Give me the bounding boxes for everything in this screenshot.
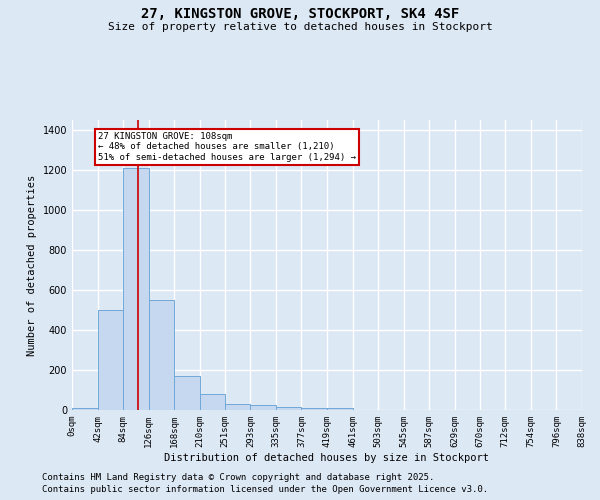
Bar [225, 404, 250, 410]
Bar [250, 405, 276, 410]
Y-axis label: Number of detached properties: Number of detached properties [27, 174, 37, 356]
Bar [174, 376, 200, 410]
Bar [276, 407, 301, 410]
Bar [98, 310, 123, 410]
Text: 27, KINGSTON GROVE, STOCKPORT, SK4 4SF: 27, KINGSTON GROVE, STOCKPORT, SK4 4SF [141, 8, 459, 22]
Bar [149, 300, 174, 410]
Text: 27 KINGSTON GROVE: 108sqm
← 48% of detached houses are smaller (1,210)
51% of se: 27 KINGSTON GROVE: 108sqm ← 48% of detac… [98, 132, 356, 162]
Bar [72, 408, 98, 410]
Text: Contains public sector information licensed under the Open Government Licence v3: Contains public sector information licen… [42, 485, 488, 494]
Bar [123, 168, 149, 410]
Text: Contains HM Land Registry data © Crown copyright and database right 2025.: Contains HM Land Registry data © Crown c… [42, 472, 434, 482]
Bar [327, 408, 353, 410]
X-axis label: Distribution of detached houses by size in Stockport: Distribution of detached houses by size … [164, 452, 490, 462]
Bar [301, 408, 327, 410]
Text: Size of property relative to detached houses in Stockport: Size of property relative to detached ho… [107, 22, 493, 32]
Bar [200, 394, 225, 410]
